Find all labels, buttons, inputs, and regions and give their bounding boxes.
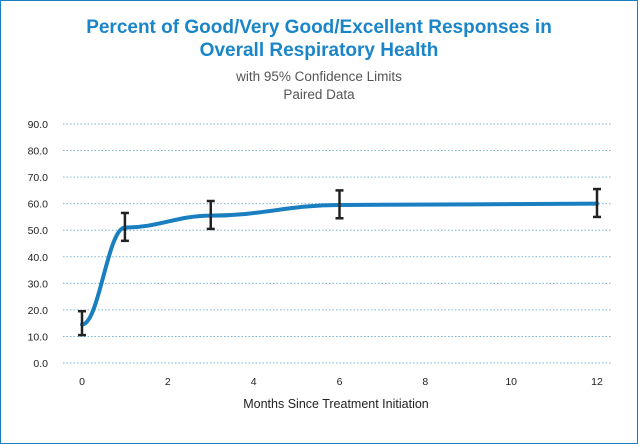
data-point xyxy=(339,204,340,206)
y-tick-label: 70.0 xyxy=(28,172,49,184)
chart-title-line-2: Overall Respiratory Health xyxy=(199,40,439,61)
y-tick-label: 30.0 xyxy=(28,278,49,290)
x-tick-label: 0 xyxy=(79,376,85,388)
error-bar xyxy=(206,199,215,231)
error-bar xyxy=(335,189,344,220)
x-tick-label: 8 xyxy=(422,376,428,388)
data-point xyxy=(81,323,83,325)
gridlines xyxy=(63,123,612,364)
y-tick-label: 10.0 xyxy=(28,331,49,343)
data-point xyxy=(596,203,598,205)
chart-subtitle: with 95% Confidence Limits Paired Data xyxy=(0,68,638,104)
chart-title: Percent of Good/Very Good/Excellent Resp… xyxy=(0,16,638,62)
error-bar xyxy=(120,211,129,243)
y-tick-label: 60.0 xyxy=(28,199,49,211)
chart-subtitle-line-2: Paired Data xyxy=(283,87,355,102)
chart-title-line-1: Percent of Good/Very Good/Excellent Resp… xyxy=(86,17,552,38)
x-tick-label: 6 xyxy=(337,376,343,388)
y-tick-label: 50.0 xyxy=(28,225,49,237)
x-tick-label: 10 xyxy=(505,376,517,388)
x-tick-label: 2 xyxy=(165,376,171,388)
y-tick-label: 90.0 xyxy=(28,119,49,131)
series-line xyxy=(80,201,599,327)
error-bar xyxy=(593,187,601,219)
y-tick-label: 80.0 xyxy=(28,146,49,158)
y-axis-tick-labels: 0.0 10.0 20.0 30.0 40.0 50.0 60.0 70.0 80.0 90.0 xyxy=(28,119,49,370)
x-tick-label: 12 xyxy=(591,376,603,388)
y-tick-label: 40.0 xyxy=(28,252,49,264)
error-bars xyxy=(78,187,601,337)
x-axis-label: Months Since Treatment Initiation xyxy=(243,397,429,411)
error-bar xyxy=(78,309,86,337)
x-axis-tick-labels: 0 2 4 6 8 10 12 xyxy=(79,376,603,388)
data-point xyxy=(124,227,126,229)
x-tick-label: 4 xyxy=(251,376,257,388)
series-line-path xyxy=(80,201,599,327)
data-point xyxy=(210,215,212,217)
chart-subtitle-line-1: with 95% Confidence Limits xyxy=(236,69,402,84)
y-tick-label: 0.0 xyxy=(33,358,48,370)
y-tick-label: 20.0 xyxy=(28,305,49,317)
